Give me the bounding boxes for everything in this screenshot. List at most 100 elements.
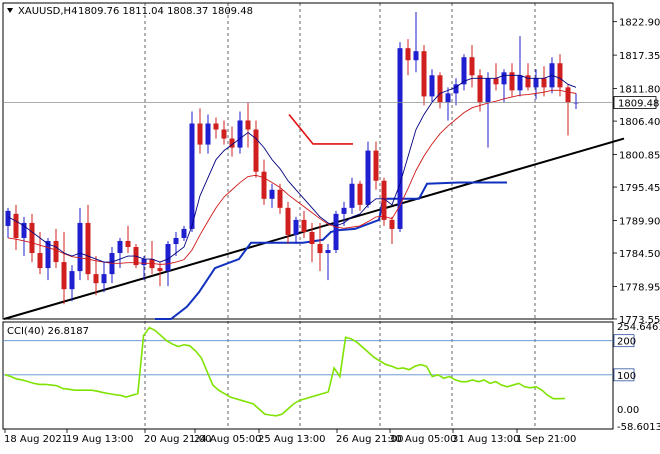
candle-11 xyxy=(93,256,99,296)
candle-56 xyxy=(453,78,459,106)
candle-26 xyxy=(213,117,219,139)
candle-40 xyxy=(325,243,331,281)
candle-21 xyxy=(173,231,179,257)
candle-50 xyxy=(405,39,411,76)
candle-6 xyxy=(53,228,59,269)
candles-layer xyxy=(5,12,579,305)
candle-22 xyxy=(181,225,187,241)
candle-51 xyxy=(413,12,419,73)
candle-46 xyxy=(373,141,379,190)
candle-31 xyxy=(253,120,259,178)
candle-59 xyxy=(477,69,483,112)
candle-66 xyxy=(533,69,539,100)
cci-label-1: 200 xyxy=(617,337,636,348)
candle-10 xyxy=(85,204,91,281)
price-label-0: 1822.90 xyxy=(619,18,660,29)
candle-15 xyxy=(125,225,131,254)
candle-32 xyxy=(261,159,267,205)
candle-28 xyxy=(229,126,235,157)
candle-61 xyxy=(493,63,499,91)
cci-label-4: -58.6013 xyxy=(617,422,660,433)
price-label-1: 1817.35 xyxy=(619,51,660,62)
cci-label-0: 254.6461 xyxy=(617,322,660,333)
candle-8 xyxy=(69,265,75,302)
time-label-0: 18 Aug 2021 xyxy=(4,434,68,445)
price-axis: 1822.90 1817.35 1811.80 1806.40 1800.85 1795.… xyxy=(613,18,660,326)
candle-53 xyxy=(429,69,435,103)
price-label-8: 1778.95 xyxy=(619,282,660,293)
candle-4 xyxy=(37,231,43,275)
candle-35 xyxy=(285,201,291,244)
candle-57 xyxy=(461,54,467,91)
time-label-4: 25 Aug 13:00 xyxy=(258,434,325,445)
candle-34 xyxy=(277,183,283,214)
time-label-6: 30 Aug 05:00 xyxy=(389,434,456,445)
candle-63 xyxy=(509,63,515,97)
current-price-tag: 1809.48 xyxy=(613,96,659,110)
chart-header: XAUUSD,H4 1809.76 1811.04 1808.37 1809.4… xyxy=(7,6,253,17)
cci-line-layer xyxy=(4,326,566,417)
candle-39 xyxy=(317,222,323,272)
cci-level-box-2 xyxy=(613,368,635,382)
resistance-step-line xyxy=(288,113,353,145)
candle-69 xyxy=(557,54,563,97)
candle-70 xyxy=(565,84,571,136)
cci-level-box-1 xyxy=(613,334,635,348)
triangle-down-icon[interactable] xyxy=(7,8,13,13)
candle-12 xyxy=(101,262,107,293)
trendline-layer xyxy=(3,137,625,320)
candle-29 xyxy=(237,111,243,154)
cci-level-lines xyxy=(3,340,613,376)
candle-30 xyxy=(245,102,251,148)
candle-5 xyxy=(45,237,51,281)
candle-62 xyxy=(501,69,507,103)
candle-23 xyxy=(189,111,195,232)
current-price-label: 1809.48 xyxy=(618,99,659,110)
time-label-7: 31 Aug 13:00 xyxy=(452,434,519,445)
cci-indicator-pane xyxy=(2,321,614,430)
time-label-8: 1 Sep 21:00 xyxy=(516,434,576,445)
candle-71 xyxy=(573,93,579,110)
candle-38 xyxy=(309,222,315,263)
cci-title: CCI(40) 26.8187 xyxy=(7,326,89,337)
candle-45 xyxy=(365,141,371,208)
candle-67 xyxy=(541,66,547,97)
candle-41 xyxy=(333,210,339,254)
symbol-label: XAUUSD,H4 xyxy=(18,6,77,17)
candle-55 xyxy=(445,87,451,121)
cci-label-2: 100 xyxy=(617,371,636,382)
candle-60 xyxy=(485,72,491,148)
moving-averages-layer xyxy=(7,74,577,265)
fast-moving-average xyxy=(7,74,577,263)
candle-37 xyxy=(301,210,307,238)
candle-24 xyxy=(197,108,203,154)
rising-trendline[interactable] xyxy=(3,137,625,320)
candle-52 xyxy=(421,45,427,106)
price-label-2: 1811.80 xyxy=(619,85,660,96)
price-label-9: 1773.55 xyxy=(619,315,660,326)
cci-axis: 254.6461 200 100 0.00 -58.6013 xyxy=(613,322,660,433)
price-label-6: 1789.90 xyxy=(619,216,660,227)
candle-27 xyxy=(221,120,227,145)
candle-17 xyxy=(141,256,147,281)
time-label-5: 26 Aug 21:00 xyxy=(336,434,403,445)
candle-42 xyxy=(341,201,347,226)
price-label-7: 1784.50 xyxy=(619,249,660,260)
time-label-1: 19 Aug 13:00 xyxy=(66,434,133,445)
cci-line xyxy=(4,326,566,417)
candle-7 xyxy=(61,231,67,305)
price-label-5: 1795.45 xyxy=(619,183,660,194)
candle-44 xyxy=(357,180,363,211)
candle-48 xyxy=(389,216,395,244)
price-label-3: 1806.40 xyxy=(619,117,660,128)
time-label-3: 24 Aug 05:00 xyxy=(194,434,261,445)
candle-47 xyxy=(381,177,387,226)
candle-43 xyxy=(349,177,355,214)
candle-33 xyxy=(269,183,275,208)
main-price-pane xyxy=(2,2,614,320)
candle-58 xyxy=(469,45,475,88)
candle-49 xyxy=(397,42,403,232)
